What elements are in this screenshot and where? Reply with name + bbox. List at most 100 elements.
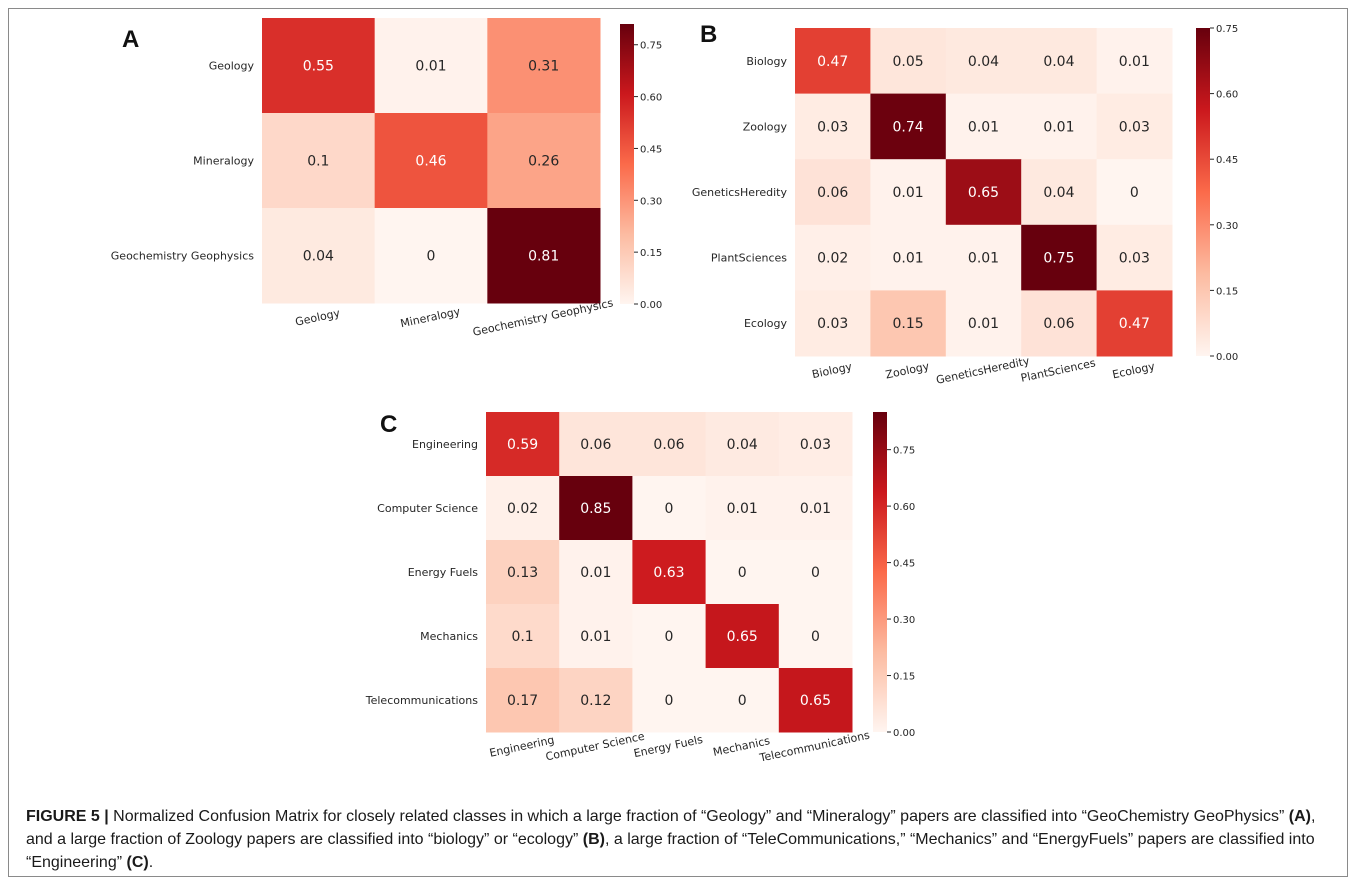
heatmap-cell [559, 604, 633, 669]
cell-value-label: 0.01 [800, 501, 831, 517]
row-tick-label: Mechanics [420, 630, 478, 643]
cell-value-label: 0 [427, 249, 436, 265]
heatmap-cell [487, 18, 601, 114]
heatmap-cell [486, 412, 560, 477]
col-tick-label: Mineralogy [399, 305, 462, 330]
heatmap-cell [778, 604, 853, 669]
colorbar-tick-label: 0.75 [893, 446, 915, 457]
colorbar-tick-label: 0.00 [1216, 352, 1238, 363]
heatmap-cell [705, 412, 780, 477]
cell-value-label: 0.01 [727, 501, 758, 517]
cell-value-label: 0.01 [968, 316, 999, 332]
cell-value-label: 0.04 [303, 249, 334, 265]
heatmap-cell [262, 18, 376, 114]
cell-value-label: 0.06 [580, 437, 611, 453]
heatmap-cell [945, 224, 1022, 291]
colorbar-tick-label: 0.60 [893, 502, 915, 513]
heatmap-cell [486, 540, 560, 605]
panel-label: C [380, 411, 397, 438]
heatmap-cell [945, 28, 1022, 95]
cell-value-label: 0.65 [968, 185, 999, 201]
cell-value-label: 0.1 [511, 629, 533, 645]
caption-text-4: . [148, 854, 154, 871]
cell-value-label: 0.02 [817, 251, 848, 267]
panel-label: B [700, 21, 717, 48]
col-tick-label: Telecommunications [757, 728, 871, 764]
cell-value-label: 0.63 [653, 565, 684, 581]
heatmap-cell [795, 290, 871, 357]
colorbar [1196, 28, 1210, 356]
cell-value-label: 0.46 [415, 154, 446, 170]
heatmap-cell [778, 412, 853, 477]
row-tick-label: Geology [209, 60, 255, 73]
row-tick-label: PlantSciences [711, 252, 787, 265]
cell-value-label: 0 [665, 693, 674, 709]
heatmap-cell [778, 476, 853, 541]
cell-value-label: 0.55 [303, 59, 334, 75]
heatmap-cell [262, 208, 376, 304]
colorbar-tick-label: 0.30 [893, 615, 915, 626]
colorbar-tick-label: 0.60 [640, 93, 662, 104]
heatmap-cell [1021, 159, 1098, 226]
heatmap-cell [559, 412, 633, 477]
figure-caption: FIGURE 5 | Normalized Confusion Matrix f… [26, 805, 1331, 874]
heatmap-cell [559, 476, 633, 541]
colorbar-tick-label: 0.00 [640, 300, 662, 311]
colorbar-tick-label: 0.15 [893, 672, 915, 683]
caption-ref-c: (C) [126, 854, 149, 871]
heatmap-cell [559, 540, 633, 605]
cell-value-label: 0.03 [817, 316, 848, 332]
cell-value-label: 0.26 [528, 154, 559, 170]
heatmap-cell [795, 93, 871, 160]
heatmap-cell [632, 540, 707, 605]
heatmap-cell [486, 604, 560, 669]
colorbar-tick-label: 0.75 [1216, 24, 1238, 35]
colorbar [620, 24, 634, 304]
row-tick-label: Computer Science [377, 502, 478, 515]
heatmap-cell [1021, 290, 1098, 357]
heatmap-cell [778, 540, 853, 605]
heatmap-cell [262, 113, 376, 209]
cell-value-label: 0 [665, 501, 674, 517]
colorbar-tick-label: 0.60 [1216, 90, 1238, 101]
cell-value-label: 0.01 [580, 629, 611, 645]
colorbar-tick-label: 0.30 [1216, 221, 1238, 232]
heatmap-cell [486, 668, 560, 733]
row-tick-label: Mineralogy [193, 155, 254, 168]
figure-heatmaps: A 0.55 0.01 0.31 0.1 0.46 0.26 0.04 0 0.81 Geology… [111, 18, 1238, 765]
heatmap-panel-c: C 0.59 0.06 0.06 0.04 0.03 0.02 0.85 0 0.01 0.01 0.… [365, 411, 916, 765]
heatmap-cell [559, 668, 633, 733]
colorbar-tick-label: 0.45 [640, 144, 662, 155]
heatmap-cell [795, 224, 871, 291]
caption-text-2: , and a large fraction of Zoology papers… [26, 808, 1316, 848]
caption-ref-b: (B) [582, 831, 605, 848]
heatmap-cell [632, 668, 707, 733]
cell-value-label: 0.65 [800, 693, 831, 709]
cell-value-label: 0.13 [507, 565, 538, 581]
cell-value-label: 0.1 [307, 154, 329, 170]
caption-text-1: Normalized Confusion Matrix for closely … [108, 808, 1289, 825]
cell-value-label: 0.06 [1043, 316, 1074, 332]
colorbar-tick-label: 0.30 [640, 196, 662, 207]
heatmap-cell [632, 476, 707, 541]
heatmap-cell [870, 159, 947, 226]
heatmap-cell [632, 604, 707, 669]
cell-value-label: 0.47 [817, 54, 848, 70]
cell-value-label: 0.17 [507, 693, 538, 709]
cell-value-label: 0.03 [800, 437, 831, 453]
heatmap-cell [705, 540, 780, 605]
row-tick-label: Telecommunications [365, 694, 479, 707]
cell-value-label: 0 [811, 629, 820, 645]
cell-value-label: 0.03 [1119, 251, 1150, 267]
cell-value-label: 0.04 [968, 54, 999, 70]
cell-value-label: 0.01 [1043, 119, 1074, 135]
cell-value-label: 0.02 [507, 501, 538, 517]
heatmap-cell [1096, 290, 1173, 357]
cell-value-label: 0.47 [1119, 316, 1150, 332]
heatmap-cell [1096, 224, 1173, 291]
cell-value-label: 0.04 [727, 437, 758, 453]
row-tick-label: Biology [746, 55, 787, 68]
heatmap-cell [1096, 159, 1173, 226]
cell-value-label: 0.85 [580, 501, 611, 517]
col-tick-label: Computer Science [544, 730, 646, 764]
